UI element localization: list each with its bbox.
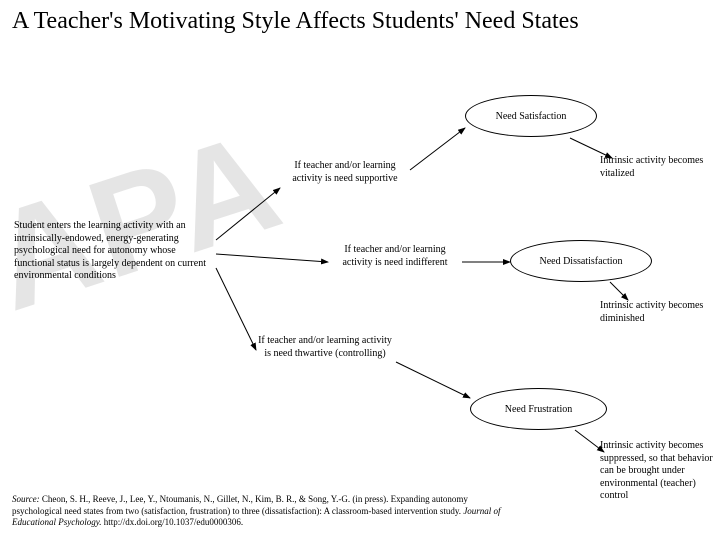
source-doi: http://dx.doi.org/10.1037/edu0000306. xyxy=(104,517,243,527)
oval-need-frustration: Need Frustration xyxy=(470,388,607,430)
oval-label: Need Dissatisfaction xyxy=(539,256,622,267)
oval-label: Need Satisfaction xyxy=(496,111,567,122)
source-citation: Source: Cheon, S. H., Reeve, J., Lee, Y.… xyxy=(12,494,520,528)
slide-title: A Teacher's Motivating Style Affects Stu… xyxy=(12,8,708,35)
student-entry-block: Student enters the learning activity wit… xyxy=(14,220,214,283)
oval-need-dissatisfaction: Need Dissatisfaction xyxy=(510,240,652,282)
slide: APA A Teacher's Motivating Style Affects… xyxy=(0,0,720,540)
source-text: Cheon, S. H., Reeve, J., Lee, Y., Ntouma… xyxy=(12,494,468,515)
outcome-suppressed: Intrinsic activity becomes suppressed, s… xyxy=(600,440,715,503)
condition-supportive: If teacher and/or learning activity is n… xyxy=(280,160,410,185)
outcome-diminished: Intrinsic activity becomes diminished xyxy=(600,300,710,325)
condition-thwartive: If teacher and/or learning activity is n… xyxy=(255,335,395,360)
condition-indifferent: If teacher and/or learning activity is n… xyxy=(330,244,460,269)
outcome-vitalized: Intrinsic activity becomes vitalized xyxy=(600,155,710,180)
oval-label: Need Frustration xyxy=(505,404,573,415)
oval-need-satisfaction: Need Satisfaction xyxy=(465,95,597,137)
source-label: Source: xyxy=(12,494,40,504)
